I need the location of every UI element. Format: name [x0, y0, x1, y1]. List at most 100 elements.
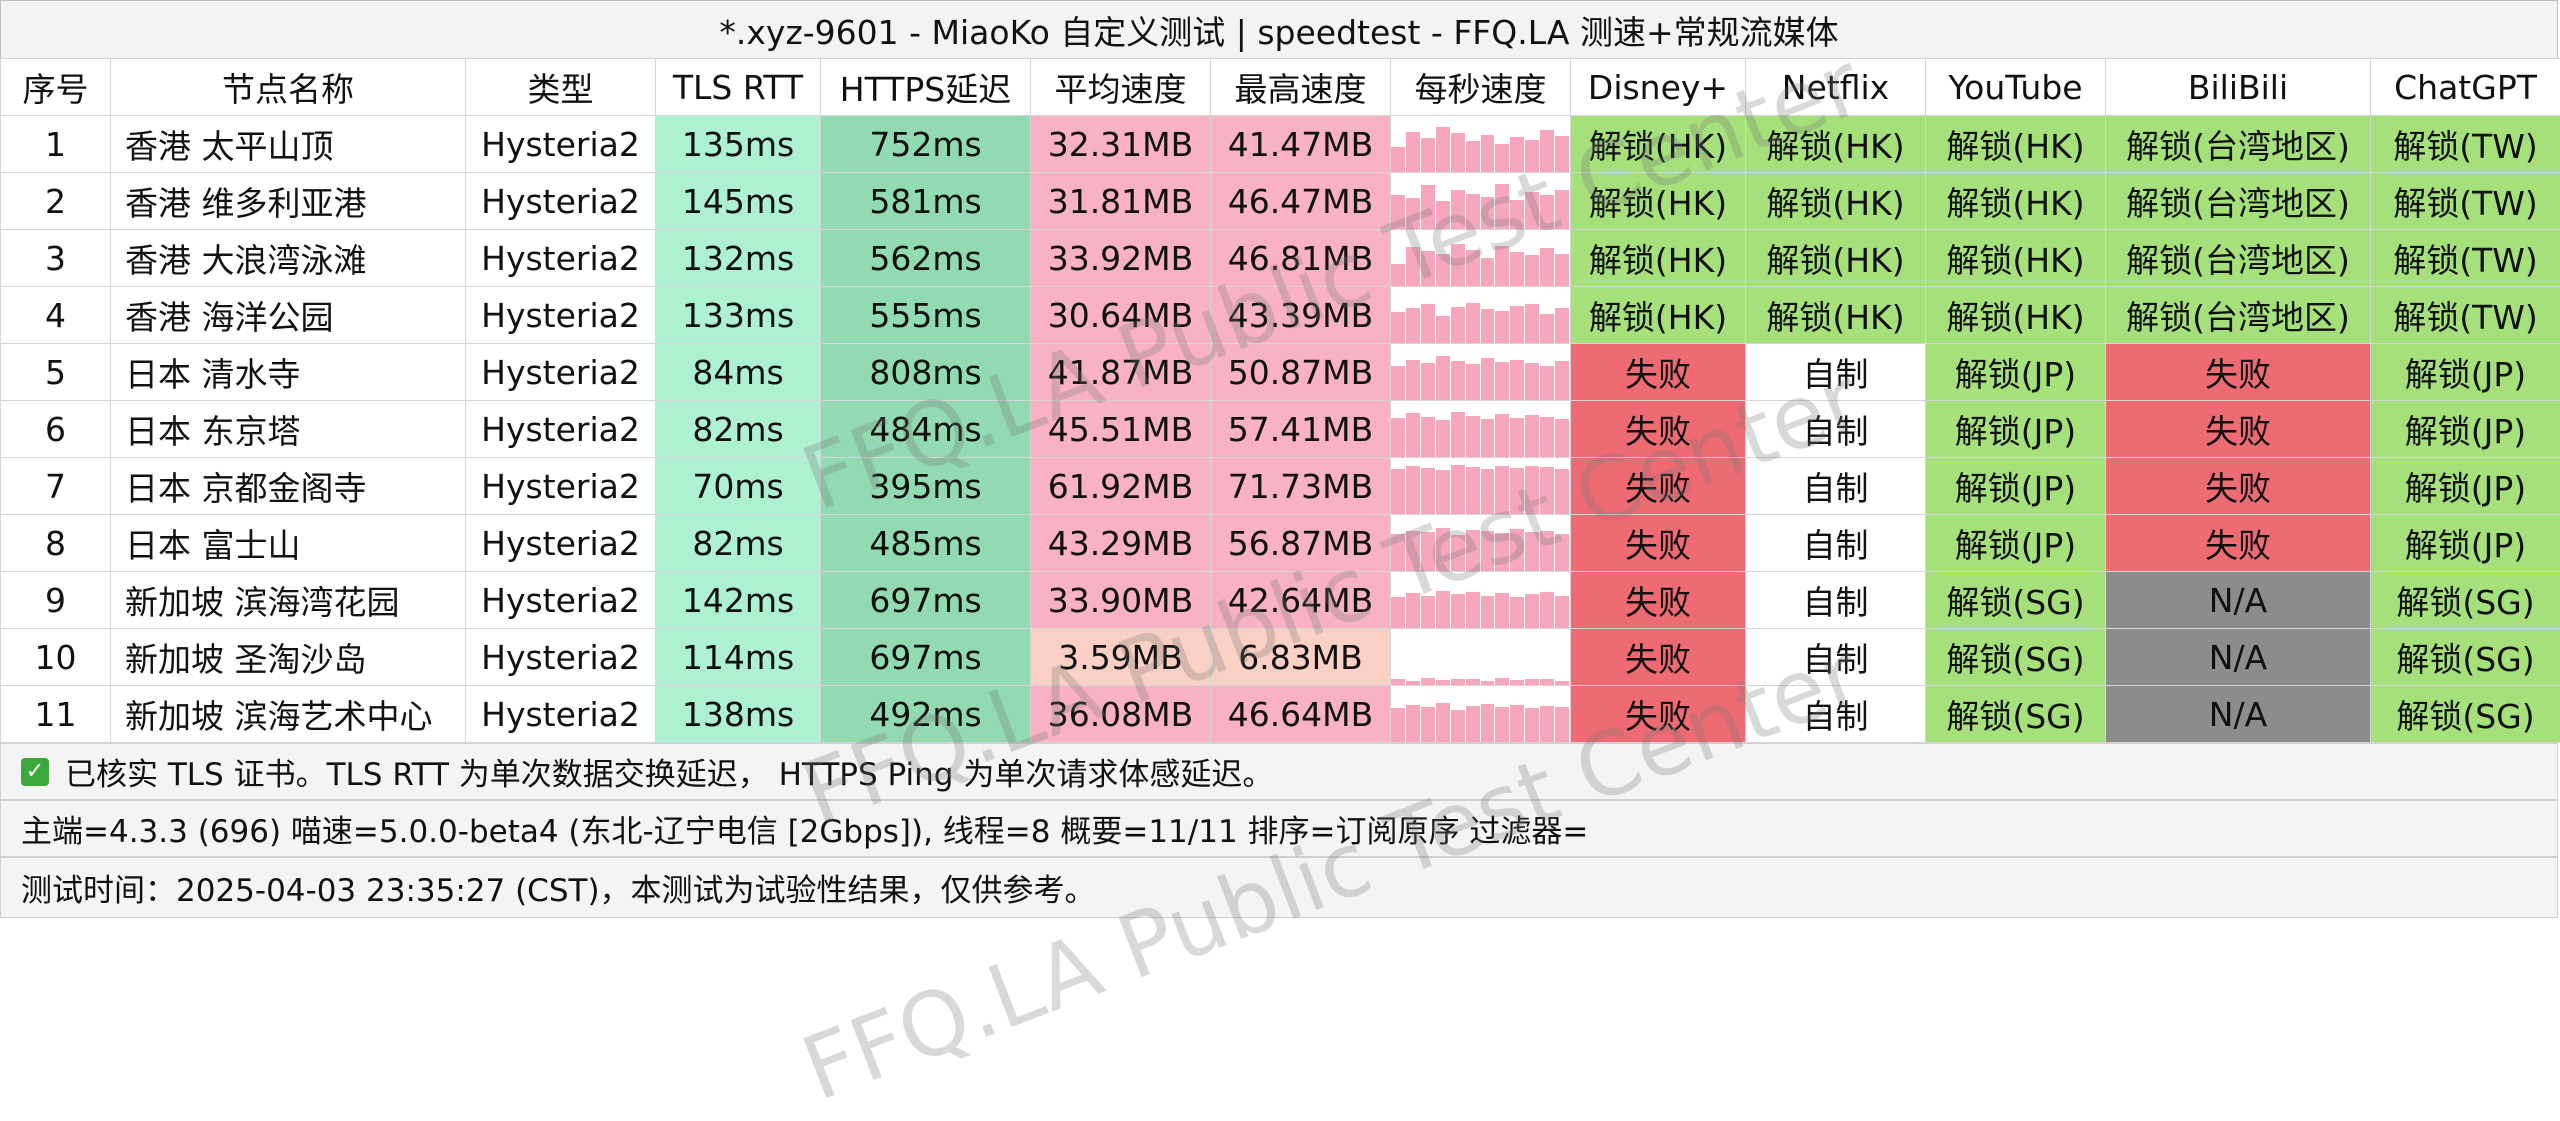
- node-name-cell: 香港 海洋公园: [111, 287, 466, 344]
- https-latency-cell: 485ms: [821, 515, 1031, 572]
- header-disney: Disney+: [1571, 59, 1746, 116]
- disney-cell: 失败: [1571, 629, 1746, 686]
- speed-bar: [1451, 710, 1465, 742]
- speed-bar: [1555, 681, 1569, 685]
- speed-bars: [1391, 458, 1570, 514]
- index-cell: 10: [1, 629, 111, 686]
- speed-bar: [1510, 680, 1524, 685]
- speed-bar: [1451, 412, 1465, 457]
- netflix-cell: 自制: [1746, 686, 1926, 743]
- tls-rtt-cell: 82ms: [656, 401, 821, 458]
- speed-bars: [1391, 629, 1570, 685]
- node-name-cell: 香港 维多利亚港: [111, 173, 466, 230]
- speed-bar: [1481, 358, 1495, 400]
- speed-bar: [1391, 312, 1405, 343]
- speed-bars: [1391, 515, 1570, 571]
- netflix-cell: 自制: [1746, 515, 1926, 572]
- time-text: 测试时间：2025-04-03 23:35:27 (CST)，本测试为试验性结果…: [21, 865, 1096, 910]
- speed-bar: [1525, 679, 1539, 685]
- netflix-cell: 解锁(HK): [1746, 287, 1926, 344]
- max-speed-cell: 42.64MB: [1211, 572, 1391, 629]
- netflix-cell: 自制: [1746, 572, 1926, 629]
- type-cell: Hysteria2: [466, 515, 656, 572]
- speed-graph-cell: [1391, 344, 1571, 401]
- speed-bar: [1466, 364, 1480, 400]
- type-cell: Hysteria2: [466, 629, 656, 686]
- speed-bar: [1495, 184, 1509, 229]
- speed-bar: [1406, 360, 1420, 400]
- speed-bar: [1436, 316, 1450, 343]
- cert-note-text: 已核实 TLS 证书。TLS RTT 为单次数据交换延迟， HTTPS Ping…: [65, 749, 1273, 794]
- node-name-cell: 新加坡 滨海湾花园: [111, 572, 466, 629]
- speed-bar: [1481, 309, 1495, 343]
- speed-bar: [1495, 311, 1509, 343]
- index-cell: 4: [1, 287, 111, 344]
- speed-graph-cell: [1391, 116, 1571, 173]
- header-index: 序号: [1, 59, 111, 116]
- avg-speed-cell: 32.31MB: [1031, 116, 1211, 173]
- speed-bar: [1540, 467, 1554, 514]
- speed-bar: [1481, 419, 1495, 457]
- speed-bar: [1391, 469, 1405, 514]
- speed-bar: [1406, 247, 1420, 286]
- avg-speed-cell: 30.64MB: [1031, 287, 1211, 344]
- disney-cell: 失败: [1571, 686, 1746, 743]
- speed-bar: [1421, 138, 1435, 172]
- https-latency-cell: 492ms: [821, 686, 1031, 743]
- speed-bar: [1481, 197, 1495, 229]
- avg-speed-cell: 31.81MB: [1031, 173, 1211, 230]
- index-cell: 6: [1, 401, 111, 458]
- disney-cell: 解锁(HK): [1571, 116, 1746, 173]
- type-cell: Hysteria2: [466, 287, 656, 344]
- avg-speed-cell: 33.90MB: [1031, 572, 1211, 629]
- speed-bar: [1451, 133, 1465, 172]
- disney-cell: 解锁(HK): [1571, 230, 1746, 287]
- type-cell: Hysteria2: [466, 458, 656, 515]
- bilibili-cell: 解锁(台湾地区): [2106, 173, 2371, 230]
- speed-bar: [1540, 314, 1554, 343]
- max-speed-cell: 50.87MB: [1211, 344, 1391, 401]
- speed-bar: [1451, 679, 1465, 685]
- speed-bar: [1481, 681, 1495, 685]
- speed-bar: [1451, 535, 1465, 571]
- speed-bar: [1451, 190, 1465, 229]
- speed-bar: [1406, 308, 1420, 343]
- https-latency-cell: 395ms: [821, 458, 1031, 515]
- chatgpt-cell: 解锁(SG): [2371, 629, 2560, 686]
- youtube-cell: 解锁(HK): [1926, 287, 2106, 344]
- speed-bar: [1451, 307, 1465, 343]
- speed-bar: [1421, 304, 1435, 343]
- disney-cell: 失败: [1571, 401, 1746, 458]
- netflix-cell: 自制: [1746, 458, 1926, 515]
- bilibili-cell: 解锁(台湾地区): [2106, 230, 2371, 287]
- header-type: 类型: [466, 59, 656, 116]
- window-title: *.xyz-9601 - MiaoKo 自定义测试 | speedtest - …: [0, 0, 2558, 59]
- node-name-cell: 日本 东京塔: [111, 401, 466, 458]
- header-max-speed: 最高速度: [1211, 59, 1391, 116]
- bilibili-cell: N/A: [2106, 686, 2371, 743]
- disney-cell: 失败: [1571, 458, 1746, 515]
- speed-bar: [1406, 132, 1420, 172]
- bilibili-cell: 失败: [2106, 401, 2371, 458]
- speed-bar: [1510, 468, 1524, 514]
- speed-bar: [1525, 363, 1539, 400]
- footer-info: 主端=4.3.3 (696) 喵速=5.0.0-beta4 (东北-辽宁电信 […: [0, 800, 2558, 857]
- speed-bars: [1391, 173, 1570, 229]
- speed-bar: [1495, 593, 1509, 628]
- chatgpt-cell: 解锁(JP): [2371, 515, 2560, 572]
- speed-bar: [1555, 707, 1569, 742]
- speed-bar: [1436, 470, 1450, 514]
- speed-bar: [1406, 681, 1420, 685]
- speed-bar: [1436, 528, 1450, 571]
- bilibili-cell: 解锁(台湾地区): [2106, 116, 2371, 173]
- https-latency-cell: 562ms: [821, 230, 1031, 287]
- tls-rtt-cell: 114ms: [656, 629, 821, 686]
- speed-bar: [1525, 304, 1539, 343]
- index-cell: 8: [1, 515, 111, 572]
